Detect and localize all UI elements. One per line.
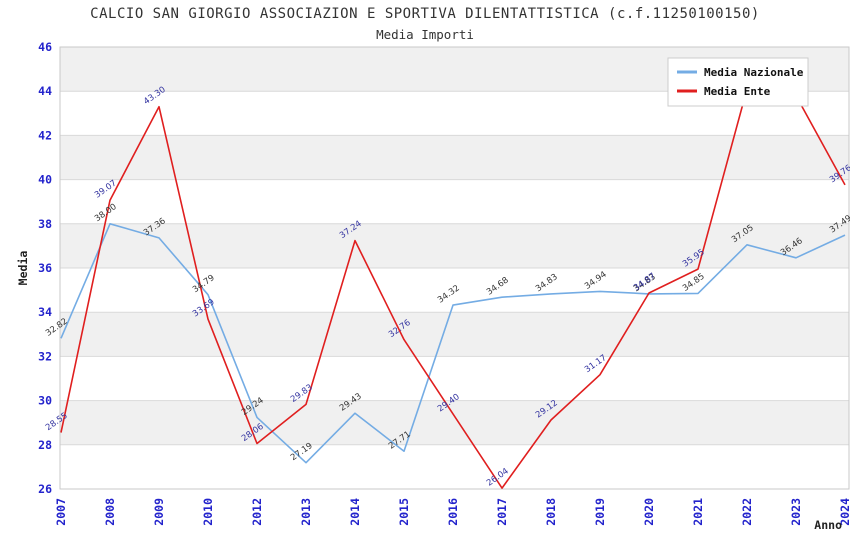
x-axis-title: Anno <box>814 518 842 532</box>
point-label: 34.68 <box>485 275 511 297</box>
x-tick-label: 2018 <box>544 498 558 526</box>
y-tick-label: 42 <box>38 128 52 142</box>
x-axis-ticks: 2007 2008 2009 2010 2012 2013 2014 2015 2016 2017… <box>54 498 850 526</box>
legend: Media Nazionale Media Ente <box>667 57 809 107</box>
x-tick-label: 2007 <box>54 498 68 526</box>
x-tick-label: 2021 <box>691 498 705 526</box>
y-tick-label: 26 <box>38 482 52 496</box>
legend-box <box>667 57 809 107</box>
plot-border <box>59 46 850 490</box>
x-tick-label: 2024 <box>838 498 850 526</box>
legend-label-media-nazionale: Media Nazionale <box>704 66 804 79</box>
plot-bands <box>60 47 849 445</box>
chart-subtitle: Media Importi <box>376 27 474 42</box>
series-line-media-ente <box>60 88 846 489</box>
x-tick-label: 2012 <box>250 498 264 526</box>
legend-label-media-ente: Media Ente <box>704 85 771 98</box>
x-tick-label: 2020 <box>642 498 656 526</box>
point-label: 26.04 <box>485 466 511 488</box>
x-tick-label: 2008 <box>103 498 117 526</box>
x-tick-label: 2017 <box>495 498 509 526</box>
x-tick-label: 2015 <box>397 498 411 526</box>
point-label: 34.83 <box>534 272 560 294</box>
y-axis-ticks: 26 28 30 32 34 36 38 40 42 44 46 <box>38 40 52 496</box>
y-tick-label: 34 <box>38 305 52 319</box>
point-label: 34.94 <box>583 270 609 292</box>
x-tick-label: 2016 <box>446 498 460 526</box>
y-tick-label: 44 <box>38 84 52 98</box>
y-axis-title: Media <box>16 251 30 286</box>
point-label: 34.79 <box>191 273 217 295</box>
chart-title: CALCIO SAN GIORGIO ASSOCIAZION E SPORTIV… <box>90 6 760 22</box>
y-tick-label: 40 <box>38 173 52 187</box>
x-tick-label: 2023 <box>789 498 803 526</box>
x-tick-label: 2013 <box>299 498 313 526</box>
y-tick-label: 36 <box>38 261 52 275</box>
x-tick-label: 2022 <box>740 498 754 526</box>
y-tick-label: 30 <box>38 394 52 408</box>
x-tick-label: 2009 <box>152 498 166 526</box>
x-tick-label: 2014 <box>348 498 362 526</box>
y-tick-label: 28 <box>38 438 52 452</box>
y-tick-label: 46 <box>38 40 52 54</box>
series-line-media-nazionale <box>60 223 846 464</box>
point-label: 34.32 <box>436 283 462 305</box>
y-tick-label: 38 <box>38 217 52 231</box>
x-tick-label: 2010 <box>201 498 215 526</box>
y-tick-label: 32 <box>38 349 52 363</box>
x-tick-label: 2019 <box>593 498 607 526</box>
